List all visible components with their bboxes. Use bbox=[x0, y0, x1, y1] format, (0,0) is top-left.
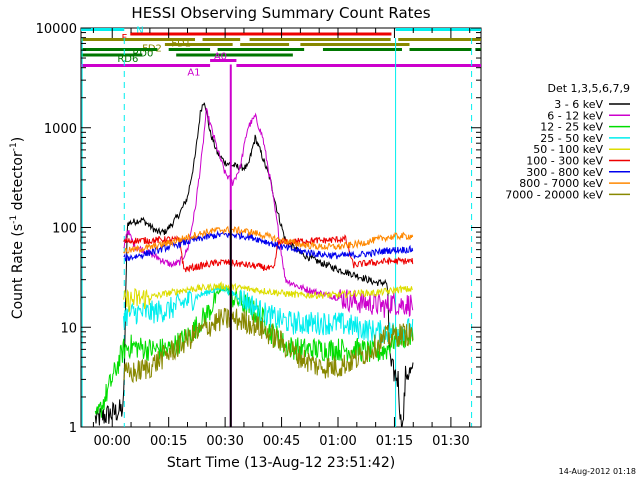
x-tick-label: 01:00 bbox=[319, 434, 356, 449]
y-label-main: Count Rate (s bbox=[10, 224, 26, 319]
y-tick-label: 10000 bbox=[36, 22, 77, 37]
y-label-exp1: -1 bbox=[9, 215, 19, 224]
axes: 1 10 100 1000 10000 00:00 00:15 00:30 00:45 01:00… bbox=[36, 22, 481, 449]
flag-label: N bbox=[136, 26, 143, 37]
flag-label: A1 bbox=[187, 68, 200, 79]
series-line bbox=[123, 225, 414, 254]
y-tick-label: 1000 bbox=[44, 122, 77, 137]
series-lines bbox=[94, 64, 414, 428]
flag-label: RD0 bbox=[132, 49, 153, 60]
legend-label: 7000 - 20000 keV bbox=[505, 188, 603, 201]
legend-label: 300 - 800 keV bbox=[526, 166, 603, 179]
plot-frame bbox=[80, 27, 482, 428]
y-axis-label: Count Rate (s-1 detector-1) bbox=[9, 137, 26, 319]
legend-label: 3 - 6 keV bbox=[554, 98, 603, 111]
flag-label: A0 bbox=[214, 52, 227, 63]
legend-label: 25 - 50 keV bbox=[540, 132, 603, 145]
series-line bbox=[123, 107, 414, 318]
x-tick-label: 00:15 bbox=[150, 434, 187, 449]
legend-label: 50 - 100 keV bbox=[533, 143, 603, 156]
x-axis-label: Start Time (13-Aug-12 23:51:42) bbox=[167, 455, 395, 471]
y-label-exp2: -1 bbox=[9, 142, 19, 151]
series-line bbox=[123, 281, 414, 313]
y-label-mid: detector bbox=[10, 151, 26, 215]
y-label-end: ) bbox=[10, 137, 26, 142]
chart-title: HESSI Observing Summary Count Rates bbox=[131, 4, 430, 22]
legend-label: 6 - 12 keV bbox=[547, 109, 603, 122]
x-tick-label: 00:30 bbox=[206, 434, 243, 449]
y-tick-label: 100 bbox=[52, 222, 77, 237]
x-tick-label: 00:00 bbox=[93, 434, 130, 449]
legend-label: 800 - 7000 keV bbox=[519, 177, 603, 190]
x-tick-label: 01:15 bbox=[376, 434, 413, 449]
series-line bbox=[123, 307, 414, 384]
series-line bbox=[123, 234, 414, 273]
timestamp: 14-Aug-2012 01:18 bbox=[559, 467, 636, 476]
x-tick-label: 01:30 bbox=[432, 434, 469, 449]
legend-label: 12 - 25 keV bbox=[540, 121, 603, 134]
series-line bbox=[94, 102, 414, 428]
y-tick-label: 1 bbox=[69, 421, 77, 436]
x-tick-label: 00:45 bbox=[263, 434, 300, 449]
series-line bbox=[123, 285, 414, 344]
flag-bars: NFFD1FD2RD0RD6A0A1 bbox=[81, 26, 481, 79]
legend-label: 100 - 300 keV bbox=[526, 155, 603, 168]
y-tick-label: 10 bbox=[60, 321, 77, 336]
flag-label: RD6 bbox=[117, 54, 138, 65]
legend-title: Det 1,3,5,6,7,9 bbox=[547, 82, 630, 95]
series-line bbox=[123, 229, 414, 262]
